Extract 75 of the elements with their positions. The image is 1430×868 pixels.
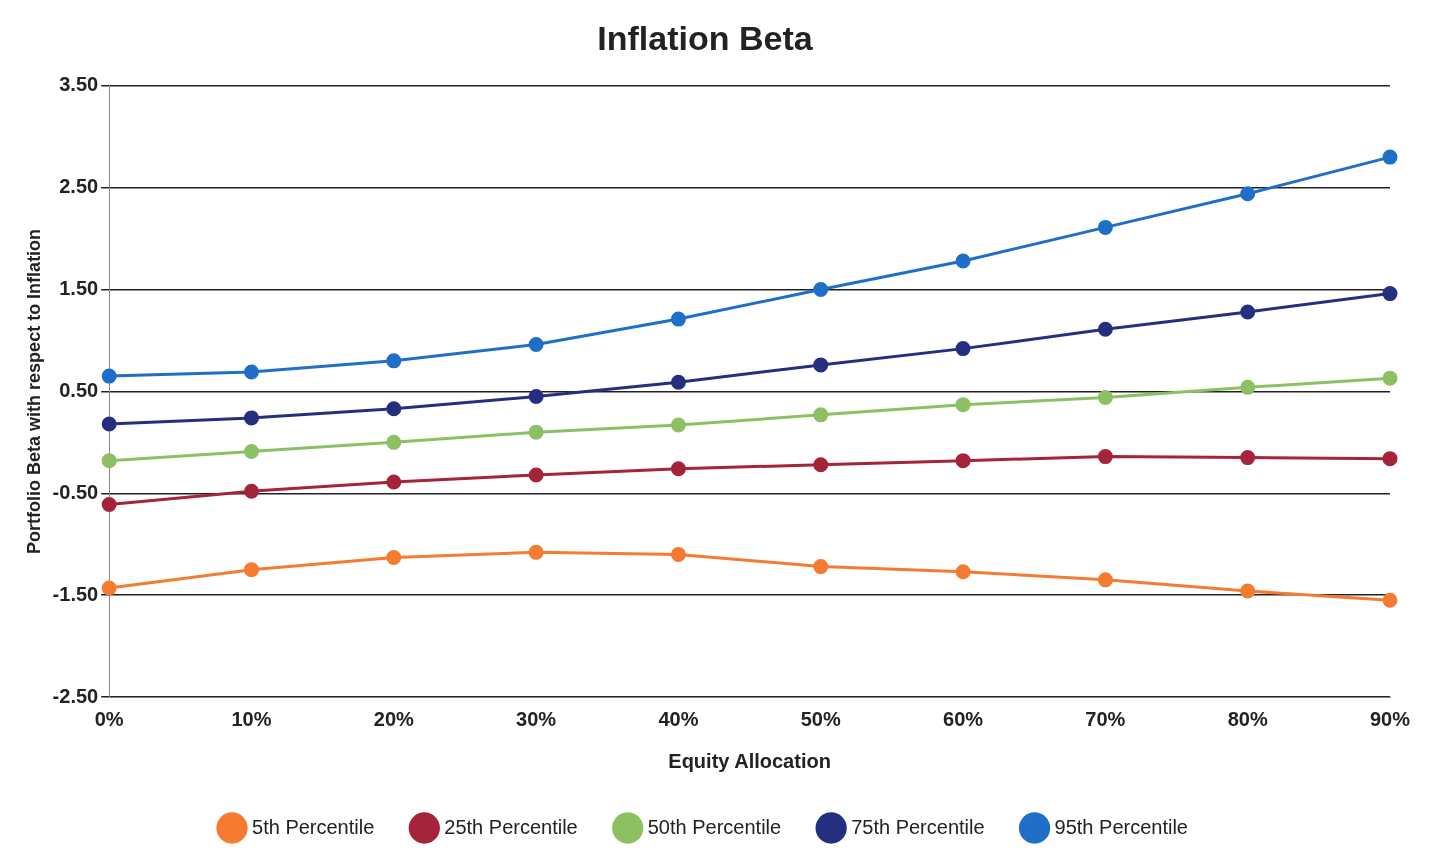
point	[813, 357, 829, 373]
x-tick-label: 30%	[516, 707, 557, 730]
point	[386, 353, 402, 369]
point	[670, 374, 686, 390]
point	[386, 401, 402, 417]
point	[101, 416, 117, 432]
point	[1097, 321, 1113, 337]
y-tick-label: 0.50	[59, 378, 99, 401]
point	[1382, 370, 1398, 386]
legend-label: 50th Percentile	[647, 815, 782, 838]
point	[1382, 286, 1398, 302]
point	[386, 434, 402, 450]
point	[244, 444, 259, 459]
point	[955, 341, 971, 357]
x-tick-label: 70%	[1085, 707, 1126, 730]
point	[101, 496, 117, 512]
y-tick-label: 3.50	[59, 73, 99, 96]
point	[1097, 390, 1113, 406]
point	[1097, 572, 1113, 588]
point	[528, 467, 544, 483]
point	[528, 337, 544, 353]
point	[101, 368, 117, 384]
point	[955, 253, 971, 269]
y-tick-label: -0.50	[52, 480, 99, 503]
legend-label: 75th Percentile	[851, 815, 985, 838]
point	[1240, 583, 1256, 599]
y-tick-label: 1.50	[59, 277, 99, 300]
point	[813, 282, 829, 298]
point	[528, 544, 544, 560]
point	[955, 564, 971, 580]
point	[1240, 304, 1256, 320]
point	[244, 410, 259, 426]
point	[1240, 450, 1256, 466]
y-axis-title: Portfolio Beta with respect to Inflation	[23, 228, 44, 554]
point	[670, 461, 686, 477]
point	[1240, 186, 1256, 202]
legend-label: 95th Percentile	[1054, 815, 1188, 838]
x-axis-title: Equity Allocation	[668, 749, 831, 772]
chart-title: Inflation Beta	[597, 18, 814, 57]
x-tick-label: 60%	[943, 707, 984, 730]
legend-label: 5th Percentile	[252, 815, 375, 838]
point	[1097, 219, 1113, 235]
point	[528, 388, 544, 404]
point	[813, 407, 829, 423]
x-tick-label: 80%	[1227, 707, 1268, 730]
point	[101, 453, 117, 469]
point	[244, 483, 259, 499]
point	[670, 417, 686, 433]
point	[244, 364, 259, 380]
point	[670, 311, 686, 327]
point	[1097, 449, 1113, 465]
y-tick-label: -2.50	[52, 684, 99, 707]
y-tick-label: 2.50	[59, 175, 99, 198]
point	[1240, 379, 1256, 395]
point	[813, 559, 829, 575]
x-tick-label: 20%	[373, 707, 415, 730]
point	[1382, 592, 1398, 608]
point	[386, 474, 402, 490]
x-tick-label: 40%	[658, 707, 699, 730]
point	[955, 453, 971, 469]
point	[813, 457, 829, 473]
y-tick-label: -1.50	[52, 582, 99, 605]
point	[955, 397, 971, 413]
point	[1382, 149, 1398, 165]
x-tick-label: 50%	[800, 707, 841, 730]
point	[1382, 451, 1398, 467]
point	[670, 546, 686, 562]
point	[528, 424, 544, 440]
x-tick-label: 90%	[1369, 707, 1411, 730]
x-tick-label: 10%	[231, 707, 272, 730]
x-tick-label: 0%	[94, 707, 124, 730]
point	[386, 549, 402, 565]
point	[101, 580, 117, 596]
point	[244, 562, 259, 578]
legend-label: 25th Percentile	[444, 815, 578, 838]
